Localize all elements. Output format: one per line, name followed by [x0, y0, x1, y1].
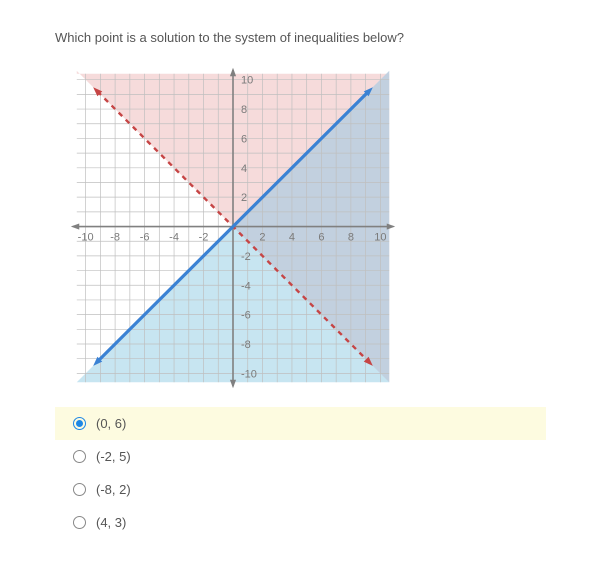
radio-icon — [73, 450, 86, 463]
option-label: (-2, 5) — [96, 449, 131, 464]
radio-icon — [73, 483, 86, 496]
svg-text:4: 4 — [241, 163, 247, 175]
svg-text:-4: -4 — [169, 232, 179, 244]
answer-option-3[interactable]: (4, 3) — [55, 506, 546, 539]
svg-text:8: 8 — [348, 232, 354, 244]
option-label: (4, 3) — [96, 515, 126, 530]
answer-option-0[interactable]: (0, 6) — [55, 407, 546, 440]
svg-text:-2: -2 — [199, 232, 209, 244]
svg-text:6: 6 — [318, 232, 324, 244]
svg-text:4: 4 — [289, 232, 295, 244]
question-text: Which point is a solution to the system … — [55, 30, 546, 45]
radio-icon — [73, 516, 86, 529]
svg-text:-8: -8 — [241, 339, 251, 351]
svg-text:-4: -4 — [241, 280, 251, 292]
radio-icon — [73, 417, 86, 430]
svg-text:-10: -10 — [78, 232, 94, 244]
inequality-graph: -10 -8 -6 -4 -2 2 4 6 8 10 -10 -8 -6 -4 -2 2 4 6 8 10 — [65, 65, 546, 391]
svg-text:10: 10 — [241, 75, 253, 87]
answer-option-1[interactable]: (-2, 5) — [55, 440, 546, 473]
svg-text:8: 8 — [241, 104, 247, 116]
svg-text:10: 10 — [374, 232, 386, 244]
answer-option-2[interactable]: (-8, 2) — [55, 473, 546, 506]
svg-text:-6: -6 — [241, 310, 251, 322]
svg-text:2: 2 — [241, 192, 247, 204]
svg-text:-6: -6 — [140, 232, 150, 244]
option-label: (0, 6) — [96, 416, 126, 431]
svg-text:2: 2 — [259, 232, 265, 244]
answer-options: (0, 6) (-2, 5) (-8, 2) (4, 3) — [55, 407, 546, 539]
svg-text:-8: -8 — [110, 232, 120, 244]
svg-text:-2: -2 — [241, 251, 251, 263]
svg-text:-10: -10 — [241, 368, 257, 380]
option-label: (-8, 2) — [96, 482, 131, 497]
svg-text:6: 6 — [241, 133, 247, 145]
